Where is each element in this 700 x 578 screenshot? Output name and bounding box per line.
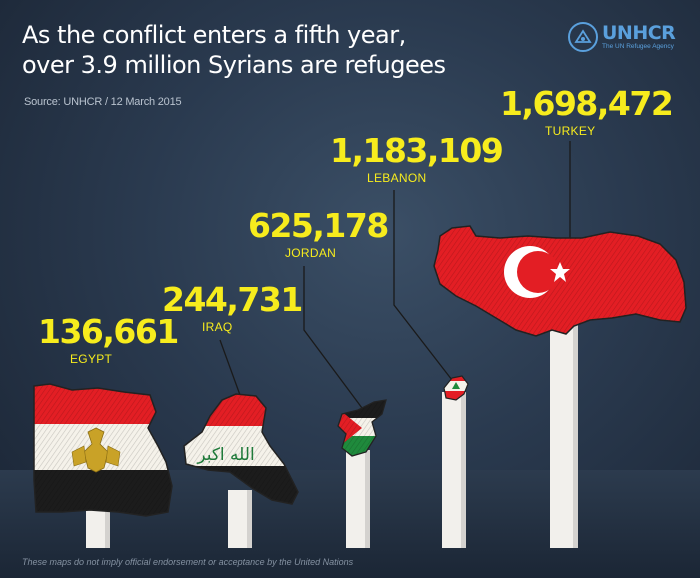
logo-tagline: The UN Refugee Agency [602, 43, 674, 50]
eagle-emblem-icon [71, 427, 121, 473]
value-label-turkey: 1,698,472 [500, 84, 674, 123]
category-label-iraq: IRAQ [202, 320, 233, 334]
star-icon [550, 262, 570, 282]
bar-turkey [550, 322, 578, 548]
bar-lebanon [442, 392, 466, 548]
leader-line-iraq [219, 339, 241, 396]
unhcr-emblem-icon [568, 22, 598, 52]
map-jordan [337, 399, 387, 457]
disclaimer-footer: These maps do not imply official endorse… [22, 557, 354, 567]
category-label-lebanon: LEBANON [367, 171, 427, 185]
iraq-outline [183, 393, 299, 505]
bar-jordan [346, 450, 370, 548]
unhcr-logo: UNHCR The UN Refugee Agency [568, 22, 678, 54]
jordan-outline [337, 399, 387, 457]
bar-shade-jordan [365, 450, 370, 548]
leader-line-jordan [303, 266, 363, 409]
source-note: Source: UNHCR / 12 March 2015 [24, 96, 182, 108]
bar-shade-lebanon [461, 392, 466, 548]
map-lebanon [443, 375, 469, 401]
bar-shade-turkey [573, 322, 578, 548]
value-label-iraq: 244,731 [162, 280, 303, 319]
lebanon-outline [443, 375, 469, 401]
bar-shade-iraq [247, 490, 252, 548]
value-label-jordan: 625,178 [248, 206, 389, 245]
crescent-inner [517, 251, 559, 293]
category-label-turkey: TURKEY [545, 124, 596, 138]
bar-shade-egypt [105, 508, 110, 548]
map-egypt [33, 383, 173, 517]
bar-iraq [228, 490, 252, 548]
title-line-2: over 3.9 million Syrians are refugees [22, 51, 446, 79]
logo-name: UNHCR [602, 22, 676, 44]
title-line-1: As the conflict enters a fifth year, [22, 21, 406, 49]
egypt-outline [33, 383, 173, 517]
map-turkey [433, 225, 687, 337]
leader-line-lebanon [393, 190, 453, 381]
bar-egypt [86, 508, 110, 548]
category-label-egypt: EGYPT [70, 352, 113, 366]
category-label-jordan: JORDAN [285, 246, 337, 260]
iraq-flag-script: الله اكبر [196, 445, 254, 465]
value-label-lebanon: 1,183,109 [330, 131, 504, 170]
value-label-egypt: 136,661 [38, 312, 179, 351]
page-title: As the conflict enters a fifth year, ove… [22, 20, 446, 80]
